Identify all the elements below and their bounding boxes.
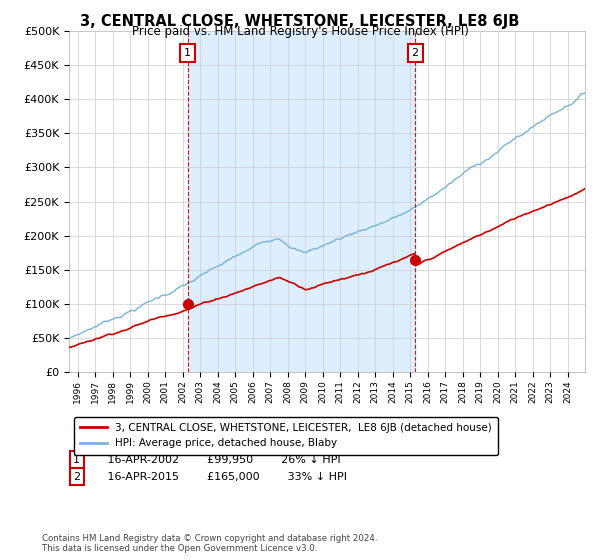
Text: 1: 1 bbox=[184, 48, 191, 58]
Text: 2: 2 bbox=[73, 472, 80, 482]
Text: 1: 1 bbox=[73, 455, 80, 464]
Text: 2: 2 bbox=[412, 48, 419, 58]
Bar bbox=[188, 31, 415, 372]
Text: 16-APR-2002        £99,950        26% ↓ HPI: 16-APR-2002 £99,950 26% ↓ HPI bbox=[97, 455, 341, 464]
Text: Contains HM Land Registry data © Crown copyright and database right 2024.
This d: Contains HM Land Registry data © Crown c… bbox=[42, 534, 377, 553]
Text: 3, CENTRAL CLOSE, WHETSTONE, LEICESTER, LE8 6JB: 3, CENTRAL CLOSE, WHETSTONE, LEICESTER, … bbox=[80, 14, 520, 29]
Legend: 3, CENTRAL CLOSE, WHETSTONE, LEICESTER,  LE8 6JB (detached house), HPI: Average : 3, CENTRAL CLOSE, WHETSTONE, LEICESTER, … bbox=[74, 417, 498, 455]
Text: 16-APR-2015        £165,000        33% ↓ HPI: 16-APR-2015 £165,000 33% ↓ HPI bbox=[97, 472, 347, 482]
Text: Price paid vs. HM Land Registry's House Price Index (HPI): Price paid vs. HM Land Registry's House … bbox=[131, 25, 469, 38]
